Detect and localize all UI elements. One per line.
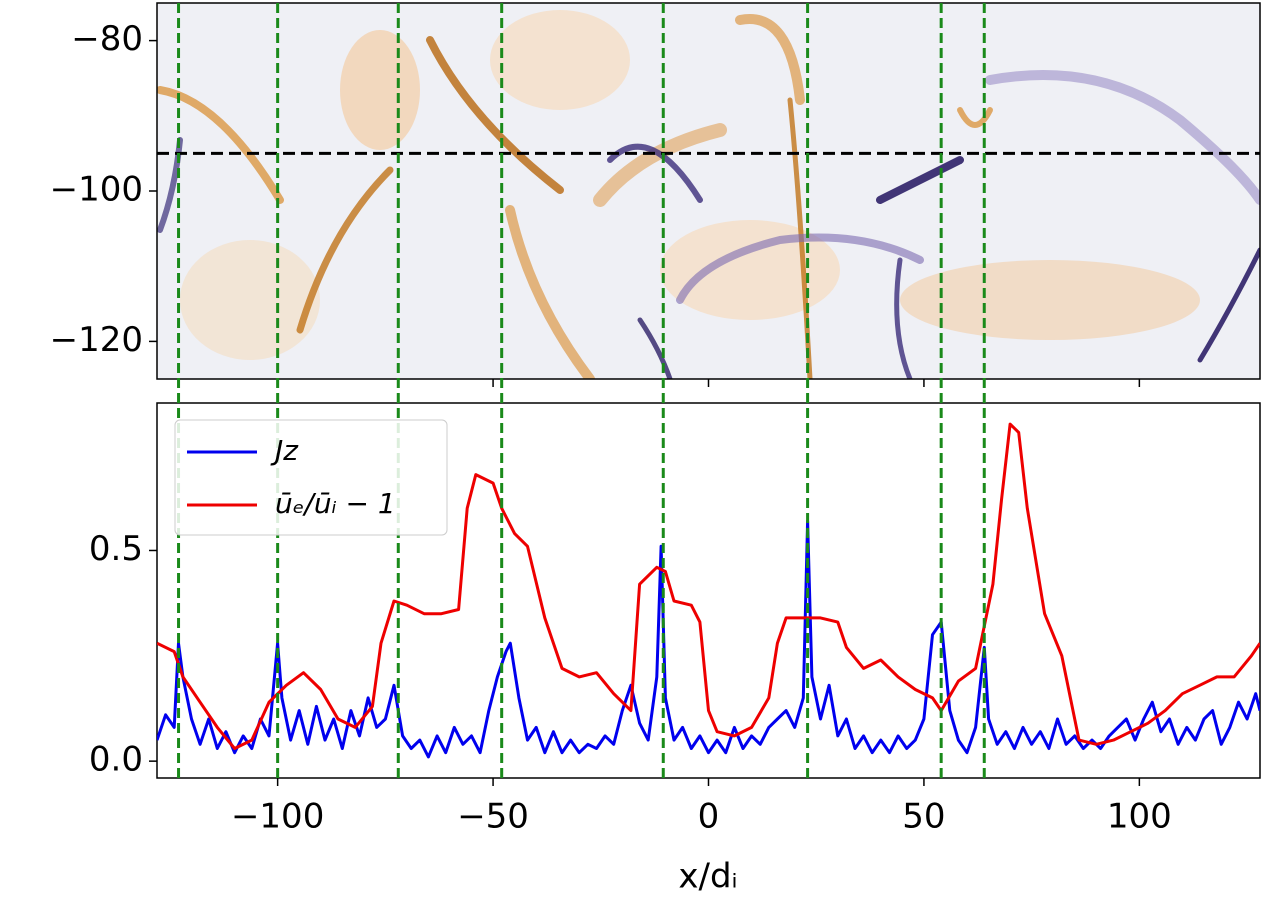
x-tick-label: −100 (231, 797, 324, 837)
legend-label: ūₑ/ūᵢ − 1 (275, 487, 396, 520)
legend-label: Jz (270, 434, 299, 467)
x-tick-label: 0 (698, 797, 720, 837)
x-tick-label: 100 (1107, 797, 1172, 837)
y-tick-label: −80 (71, 19, 143, 59)
y-tick-label: −100 (50, 170, 143, 210)
y-tick-label: 0.5 (89, 529, 143, 569)
x-axis-label: x/dᵢ (678, 857, 737, 897)
series-line (157, 422, 1260, 750)
plot-area (157, 422, 1260, 759)
x-tick-label: −50 (457, 797, 529, 837)
series-line (157, 519, 1260, 759)
y-tick-label: −120 (50, 320, 143, 360)
y-tick-label: 0.0 (89, 740, 143, 780)
x-tick-label: 50 (902, 797, 945, 837)
legend: Jz ūₑ/ūᵢ − 1 (174, 419, 448, 536)
heatmap-image (157, 3, 1260, 379)
